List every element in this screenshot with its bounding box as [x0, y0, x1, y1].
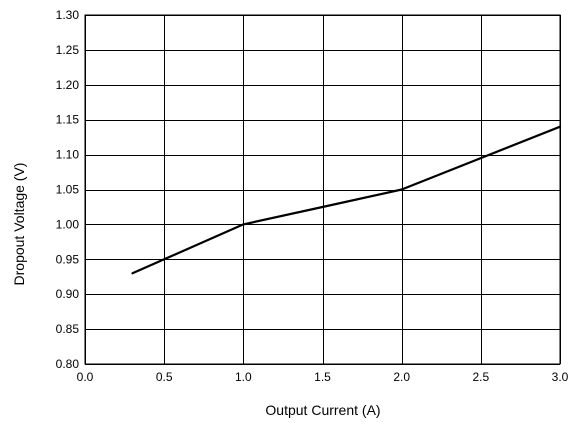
y-tick-label: 1.00	[56, 217, 80, 231]
y-tick-label: 0.85	[56, 322, 80, 336]
grid-layer	[85, 15, 561, 365]
x-tick-labels: 0.0 0.5 1.0 1.5 2.0 2.5 3.0	[77, 370, 569, 384]
y-tick-label: 1.25	[56, 43, 80, 57]
y-tick-label: 1.20	[56, 78, 80, 92]
y-axis-title: Dropout Voltage (V)	[11, 163, 27, 286]
x-tick-label: 2.5	[472, 370, 489, 384]
x-tick-label: 0.0	[77, 370, 94, 384]
x-tick-label: 2.0	[393, 370, 410, 384]
y-tick-label: 0.95	[56, 252, 80, 266]
x-tick-label: 3.0	[552, 370, 569, 384]
x-tick-label: 0.5	[156, 370, 173, 384]
x-tick-label: 1.0	[235, 370, 252, 384]
x-axis-title: Output Current (A)	[265, 402, 380, 418]
y-tick-label: 1.30	[56, 8, 80, 22]
y-tick-label: 0.90	[56, 287, 80, 301]
y-tick-label: 1.10	[56, 148, 80, 162]
plot-frame	[84, 14, 561, 365]
y-tick-label: 0.80	[56, 357, 80, 371]
y-tick-label: 1.05	[56, 183, 80, 197]
y-tick-label: 1.15	[56, 113, 80, 127]
series-line	[131, 125, 562, 275]
y-tick-labels: 0.80 0.85 0.90 0.95 1.00 1.05 1.10 1.15 1.20 1.25…	[56, 8, 80, 371]
series-layer	[131, 125, 562, 275]
x-tick-label: 1.5	[314, 370, 331, 384]
